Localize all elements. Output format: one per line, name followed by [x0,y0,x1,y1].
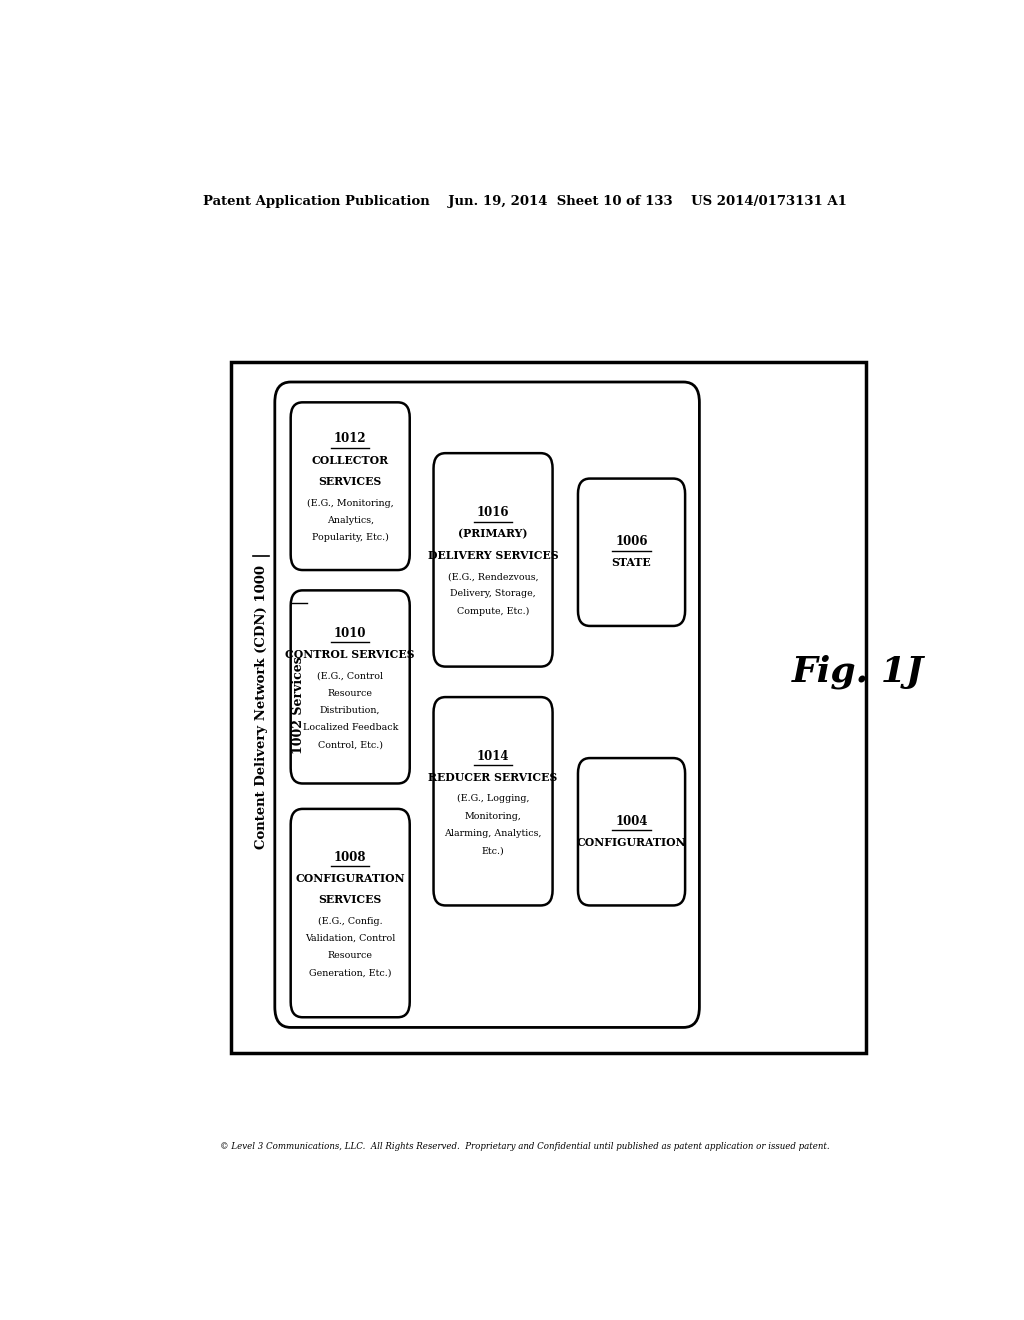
Text: © Level 3 Communications, LLC.  All Rights Reserved.  Proprietary and Confidenti: © Level 3 Communications, LLC. All Right… [220,1142,829,1151]
Text: COLLECTOR: COLLECTOR [311,455,389,466]
Text: DELIVERY SERVICES: DELIVERY SERVICES [428,550,558,561]
Text: 1008: 1008 [334,850,367,863]
Text: Validation, Control: Validation, Control [305,935,395,942]
FancyBboxPatch shape [433,453,553,667]
Text: Analytics,: Analytics, [327,516,374,525]
Text: CONFIGURATION: CONFIGURATION [295,873,406,884]
Text: Control, Etc.): Control, Etc.) [317,741,383,750]
Text: (E.G., Logging,: (E.G., Logging, [457,795,529,804]
Text: Monitoring,: Monitoring, [465,812,521,821]
FancyBboxPatch shape [291,590,410,784]
Text: Fig. 1J: Fig. 1J [792,655,925,689]
Text: SERVICES: SERVICES [318,895,382,906]
Text: Alarming, Analytics,: Alarming, Analytics, [444,829,542,838]
Text: (E.G., Config.: (E.G., Config. [317,916,383,925]
FancyBboxPatch shape [291,403,410,570]
Text: (E.G., Monitoring,: (E.G., Monitoring, [307,499,393,507]
Text: Distribution,: Distribution, [319,706,381,715]
Text: 1004: 1004 [615,814,648,828]
FancyBboxPatch shape [578,758,685,906]
Text: 1006: 1006 [615,535,648,548]
Text: 1010: 1010 [334,627,367,640]
FancyBboxPatch shape [274,381,699,1027]
Text: Patent Application Publication    Jun. 19, 2014  Sheet 10 of 133    US 2014/0173: Patent Application Publication Jun. 19, … [203,194,847,207]
Text: CONFIGURATION: CONFIGURATION [577,837,686,847]
Text: SERVICES: SERVICES [318,477,382,487]
Text: CONTROL SERVICES: CONTROL SERVICES [286,649,415,660]
Text: (E.G., Rendezvous,: (E.G., Rendezvous, [447,572,539,581]
FancyBboxPatch shape [291,809,410,1018]
Text: 1012: 1012 [334,433,367,445]
Text: 1002 Services: 1002 Services [292,656,305,754]
Text: (E.G., Control: (E.G., Control [317,672,383,680]
Text: Popularity, Etc.): Popularity, Etc.) [311,533,389,543]
Text: Compute, Etc.): Compute, Etc.) [457,607,529,615]
FancyBboxPatch shape [578,479,685,626]
Text: (PRIMARY): (PRIMARY) [459,528,527,540]
Text: Delivery, Storage,: Delivery, Storage, [451,590,536,598]
Text: REDUCER SERVICES: REDUCER SERVICES [428,772,558,783]
FancyBboxPatch shape [433,697,553,906]
Text: 1016: 1016 [477,506,509,519]
Text: STATE: STATE [611,557,651,569]
Text: Resource: Resource [328,689,373,697]
FancyBboxPatch shape [231,362,866,1053]
Text: 1014: 1014 [477,750,509,763]
Text: Etc.): Etc.) [481,846,505,855]
Text: Localized Feedback: Localized Feedback [302,723,398,733]
Text: Generation, Etc.): Generation, Etc.) [309,969,391,978]
Text: Resource: Resource [328,952,373,960]
Text: Content Delivery Network (CDN) 1000: Content Delivery Network (CDN) 1000 [255,565,268,849]
